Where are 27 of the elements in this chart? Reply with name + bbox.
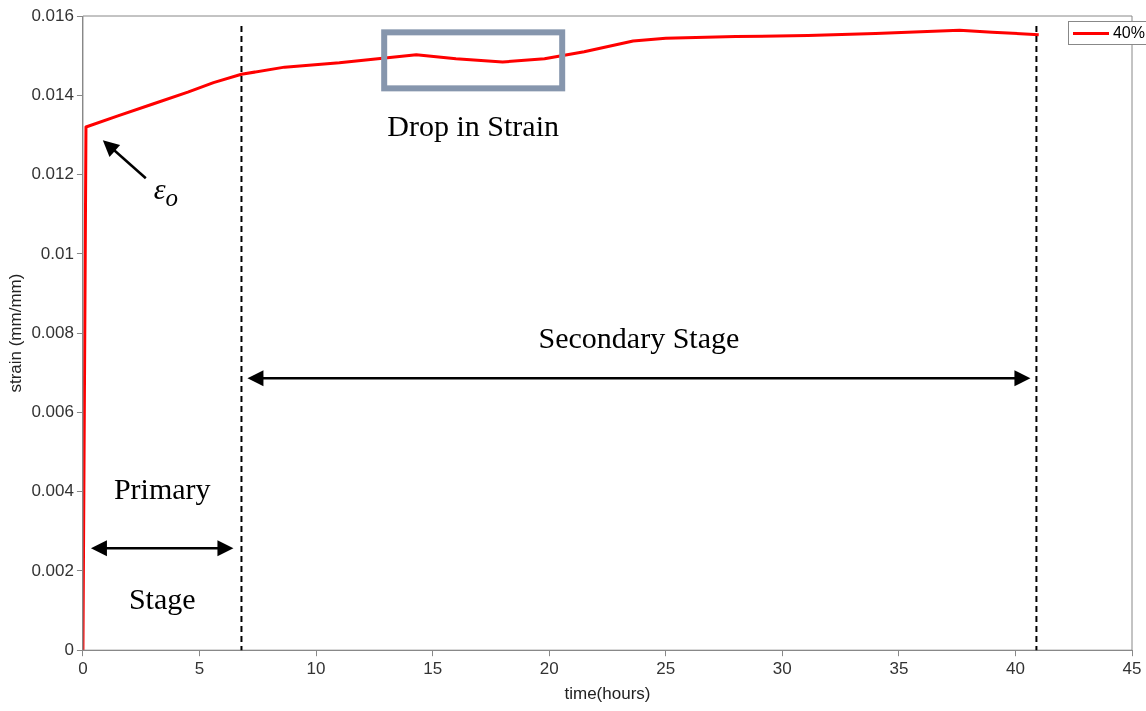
x-tick-label: 45 <box>1122 659 1142 679</box>
x-tick-label: 40 <box>1005 659 1025 679</box>
x-tick-label: 35 <box>889 659 909 679</box>
x-tick-label: 25 <box>656 659 676 679</box>
y-tick-label: 0.012 <box>31 164 74 184</box>
y-tick-label: 0.01 <box>40 243 74 263</box>
annotation: Secondary Stage <box>538 321 740 356</box>
legend-label: 40% <box>1112 24 1145 42</box>
y-tick-label: 0.014 <box>31 84 74 104</box>
y-tick-label: 0.008 <box>31 322 74 342</box>
annotation: Drop in Strain <box>387 109 560 144</box>
y-tick-label: 0.006 <box>31 402 74 422</box>
annotation: ε$_{o}$ <box>153 172 178 213</box>
x-tick-label: 30 <box>772 659 792 679</box>
x-axis-title: time(hours) <box>564 684 651 704</box>
y-axis-title: strain (mm/mm) <box>5 273 25 393</box>
x-tick-label: 0 <box>78 659 88 679</box>
y-tick-label: 0.004 <box>31 481 74 501</box>
annotation: Primary <box>113 472 211 507</box>
y-tick-label: 0 <box>64 639 74 659</box>
x-tick-label: 10 <box>306 659 326 679</box>
y-tick-label: 0.002 <box>31 560 74 580</box>
x-tick-label: 5 <box>194 659 205 679</box>
annotation: Stage <box>128 582 196 617</box>
x-tick-label: 20 <box>539 659 559 679</box>
y-tick-label: 0.016 <box>31 5 74 25</box>
x-tick-label: 15 <box>423 659 443 679</box>
